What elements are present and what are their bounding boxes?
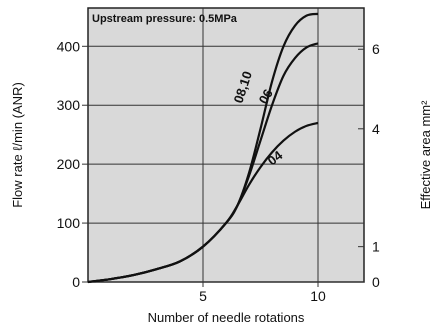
y-tick-label-right: 0: [372, 274, 380, 290]
y-axis-label-right: Effective area mm²: [418, 100, 433, 210]
x-axis-label: Number of needle rotations: [148, 310, 305, 325]
y-tick-label-left: 200: [57, 156, 81, 172]
x-tick-label: 10: [310, 288, 326, 304]
series-label-06: 06: [256, 86, 276, 106]
x-tick-label: 5: [199, 288, 207, 304]
series-line-04: [87, 121, 319, 284]
series-group: [87, 12, 319, 284]
grid-lines: [88, 8, 364, 283]
plot-background: [87, 7, 365, 283]
y-tick-label-left: 400: [57, 38, 81, 54]
y-tick-label-right: 1: [372, 239, 380, 255]
y-tick-label-left: 0: [72, 274, 80, 290]
y-tick-label-left: 100: [57, 215, 81, 231]
y-tick-label-right: 4: [372, 121, 380, 137]
y-tick-label-right: 6: [372, 41, 380, 57]
y-tick-label-left: 300: [57, 97, 81, 113]
y-axis-label-left: Flow rate ℓ/min (ANR): [10, 82, 25, 208]
chart-title: Upstream pressure: 0.5MPa: [92, 13, 238, 25]
